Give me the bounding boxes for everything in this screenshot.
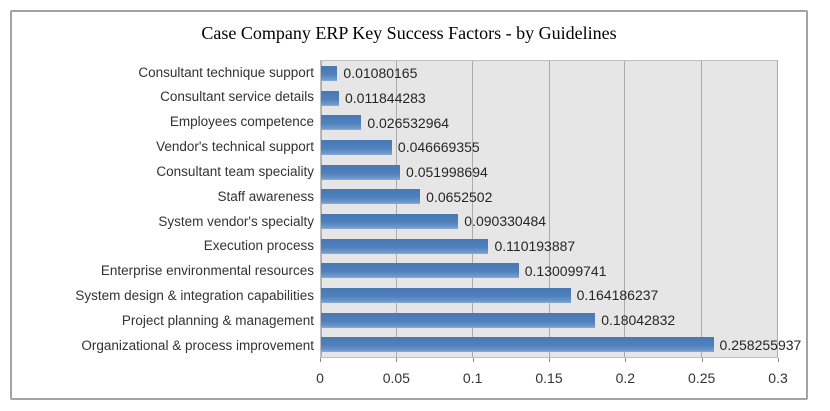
chart-frame: Case Company ERP Key Success Factors - b…: [10, 10, 808, 400]
bar-row: 0.090330484: [321, 209, 777, 234]
bar-value-label: 0.090330484: [464, 213, 547, 230]
x-tick-label: 0.25: [688, 370, 716, 386]
bar: [321, 213, 459, 229]
x-axis-tick-marks: [320, 358, 779, 362]
bar-row: 0.258255937: [321, 332, 801, 357]
x-axis-tick-labels: 0 0.05 0.1 0.15 0.2 0.25 0.3: [316, 370, 788, 388]
chart-title: Case Company ERP Key Success Factors - b…: [201, 23, 617, 43]
gridline: [776, 61, 778, 357]
category-label: Organizational & process improvement: [81, 337, 314, 353]
x-tick-mark: [396, 358, 398, 362]
bar: [321, 238, 489, 254]
bar: [321, 115, 362, 131]
bar-row: 0.130099741: [321, 258, 777, 283]
gridline: [624, 61, 626, 357]
bar: [321, 263, 519, 279]
x-tick-mark: [778, 358, 779, 362]
gridline: [548, 61, 550, 357]
bar-value-label: 0.026532964: [367, 114, 450, 131]
x-tick-label: 0.3: [768, 370, 788, 386]
category-label: Project planning & management: [121, 312, 314, 328]
bar-row: 0.01080165: [321, 61, 777, 86]
category-label: System vendor's specialty: [158, 213, 314, 229]
x-tick-label: 0.15: [535, 370, 563, 386]
x-tick-mark: [625, 358, 627, 362]
gridline: [320, 61, 322, 357]
category-label: Execution process: [203, 238, 314, 254]
bar-row: 0.051998694: [321, 160, 777, 185]
bars-layer: 0.01080165 0.011844283 0.026532964 0.046669…: [321, 61, 801, 357]
bar-row: 0.011844283: [321, 86, 777, 111]
category-label: Vendor's technical support: [156, 139, 314, 155]
gridline: [472, 61, 474, 357]
category-label: Employees competence: [169, 114, 314, 130]
bar: [321, 90, 339, 106]
bar-value-label: 0.0652502: [426, 188, 493, 205]
x-tick-mark: [320, 358, 321, 362]
category-label: Consultant team speciality: [156, 163, 314, 179]
x-tick-label: 0.05: [382, 370, 410, 386]
bar-value-label: 0.110193887: [494, 238, 576, 255]
bar: [321, 164, 401, 180]
plot-area: 0.01080165 0.011844283 0.026532964 0.046669…: [320, 60, 801, 358]
category-label: Staff awareness: [217, 188, 314, 204]
bar-value-label: 0.011844283: [345, 90, 426, 106]
bar-row: 0.164186237: [321, 283, 777, 308]
bar-value-label: 0.258255937: [719, 336, 802, 353]
bar-row: 0.0652502: [321, 184, 777, 209]
bar-value-label: 0.051998694: [406, 164, 488, 181]
bar-value-label: 0.130099741: [524, 262, 607, 279]
bar-row: 0.026532964: [321, 110, 777, 135]
bar: [321, 65, 338, 81]
category-label: Consultant service details: [160, 89, 314, 105]
gridline: [700, 61, 702, 357]
x-tick-label: 0: [316, 370, 324, 386]
category-axis-labels: Consultant technique support Consultant s…: [18, 60, 314, 358]
bar-row: 0.110193887: [321, 234, 777, 259]
x-tick-label: 0.2: [615, 370, 636, 386]
bar: [321, 337, 714, 353]
bar: [321, 287, 571, 303]
x-tick-label: 0.1: [462, 370, 483, 386]
x-tick-mark: [472, 358, 474, 362]
x-tick-mark: [549, 358, 550, 362]
bar-value-label: 0.164186237: [576, 287, 659, 304]
bar-value-label: 0.01080165: [343, 65, 418, 82]
category-label: System design & integration capabilities: [75, 288, 314, 304]
x-tick-mark: [701, 358, 703, 362]
bar: [321, 312, 596, 328]
bar: [321, 189, 421, 205]
category-label: Enterprise environmental resources: [100, 263, 314, 279]
category-label: Consultant technique support: [138, 64, 314, 80]
bar: [321, 139, 392, 155]
bar-value-label: 0.18042832: [601, 312, 676, 329]
bar-row: 0.18042832: [321, 308, 777, 333]
bar-value-label: 0.046669355: [397, 139, 480, 156]
gridline: [396, 61, 398, 357]
bar-row: 0.046669355: [321, 135, 777, 160]
